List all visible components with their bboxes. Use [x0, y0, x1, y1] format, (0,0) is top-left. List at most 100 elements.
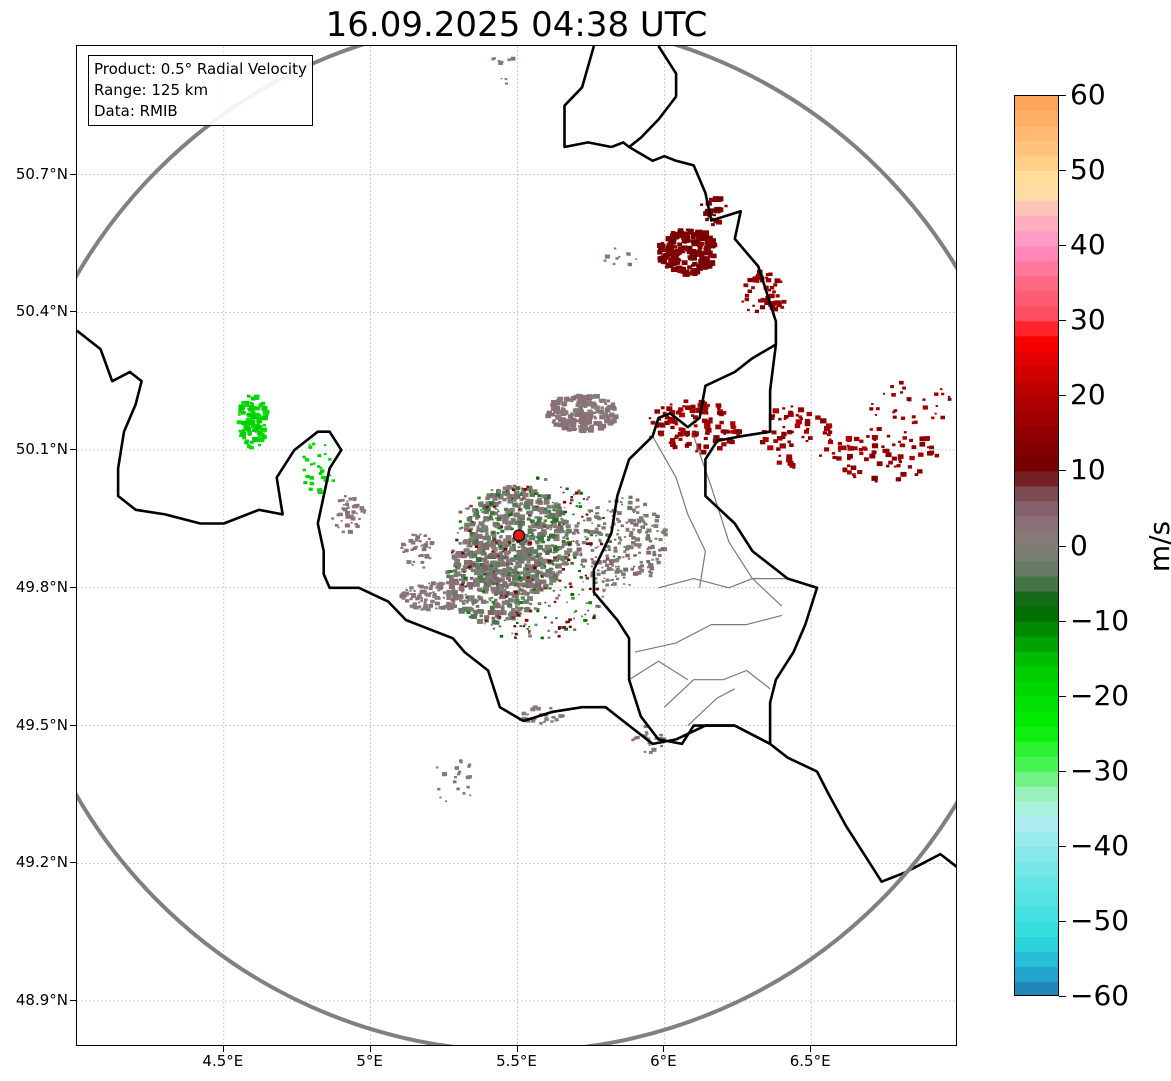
radar-echo-pixel: [660, 734, 664, 736]
lon-tick-label: 5°E: [356, 1052, 383, 1070]
radar-echo-pixel: [552, 551, 556, 554]
radar-echo-pixel: [606, 567, 612, 571]
radar-echo-pixel: [527, 525, 532, 529]
radar-echo-pixel: [900, 471, 907, 477]
radar-echo-pixel: [762, 437, 769, 442]
lat-tick-mark: [70, 173, 76, 175]
radar-echo-pixel: [553, 405, 561, 411]
radar-echo-pixel: [515, 522, 519, 525]
radar-echo-pixel: [432, 591, 435, 594]
radar-echo-pixel: [247, 444, 252, 449]
radar-echo-pixel: [317, 488, 323, 493]
radar-echo-pixel: [419, 533, 422, 536]
radar-echo-pixel: [651, 558, 654, 561]
radar-echo-pixel: [465, 775, 471, 780]
radar-echo-pixel: [850, 465, 857, 471]
radar-echo-pixel: [820, 418, 827, 424]
radar-echo-pixel: [558, 714, 564, 718]
radar-echo-pixel: [418, 554, 422, 557]
radar-echo-pixel: [686, 441, 690, 445]
radar-echo-pixel: [257, 433, 260, 436]
radar-echo-pixel: [452, 570, 455, 573]
radar-echo-pixel: [500, 77, 503, 80]
radar-echo-pixel: [847, 444, 850, 447]
radar-echo-pixel: [888, 460, 893, 465]
product-info-box: Product: 0.5° Radial Velocity Range: 125…: [88, 55, 313, 126]
colorbar-tick-mark: [1059, 920, 1066, 922]
radar-echo-pixel: [620, 501, 623, 504]
radar-echo-pixel: [515, 593, 518, 596]
radar-echo-pixel: [617, 519, 621, 523]
radar-echo-pixel: [402, 591, 405, 594]
radar-echo-pixel: [510, 563, 514, 566]
radar-echo-pixel: [465, 599, 469, 602]
radar-map-svg[interactable]: [77, 46, 957, 1046]
radar-echo-pixel: [492, 611, 497, 616]
radar-echo-pixel: [532, 705, 538, 710]
radar-echo-pixel: [582, 581, 585, 583]
radar-echo-pixel: [342, 507, 348, 512]
radar-echo-pixel: [487, 507, 491, 510]
radar-echo-pixel: [531, 532, 535, 536]
radar-echo-pixel: [615, 517, 620, 521]
radar-echo-pixel: [469, 554, 475, 559]
radar-echo-pixel: [703, 250, 710, 256]
radar-echo-pixel: [435, 607, 438, 610]
radar-echo-pixel: [669, 403, 673, 406]
radar-echo-pixel: [238, 408, 244, 414]
radar-echo-pixel: [897, 454, 904, 459]
radar-map-area[interactable]: [76, 45, 957, 1046]
radar-echo-pixel: [590, 565, 594, 568]
radar-echo-pixel: [496, 554, 500, 558]
radar-echo-pixel: [481, 525, 484, 528]
radar-echo-pixel: [484, 619, 488, 622]
radar-echo-pixel: [528, 580, 531, 583]
radar-echo-pixel: [767, 445, 774, 451]
radar-echo-pixel: [584, 613, 587, 616]
radar-echo-pixel: [402, 550, 406, 553]
radar-echo-pixel: [654, 537, 658, 540]
radar-echo-pixel: [483, 516, 489, 520]
radar-echo-pixel: [871, 443, 879, 449]
radar-echo-pixel: [435, 766, 439, 769]
colorbar-tick-mark: [1059, 770, 1066, 772]
radar-echo-pixel: [492, 501, 499, 508]
radar-echo-pixel: [551, 420, 556, 424]
radar-echo-pixel: [427, 537, 431, 541]
colorbar-segment: [1015, 441, 1058, 457]
radar-echo-pixel: [873, 438, 877, 441]
radar-echo-pixel: [455, 565, 461, 570]
radar-echo-pixel: [494, 517, 498, 520]
radar-echo-pixel: [741, 300, 744, 303]
radar-echo-pixel: [695, 253, 701, 257]
radar-echo-pixel: [523, 607, 531, 613]
radar-echo-pixel: [304, 458, 310, 462]
radar-echo-pixel: [494, 603, 501, 609]
radar-echo-pixel: [475, 550, 481, 555]
radar-echo-pixel: [556, 526, 561, 531]
radar-echo-pixel: [613, 538, 617, 541]
radar-echo-pixel: [622, 556, 625, 559]
radar-echo-pixel: [492, 556, 496, 560]
radar-echo-pixel: [328, 458, 332, 461]
radar-echo-pixel: [610, 583, 614, 586]
radar-echo-pixel: [560, 714, 565, 718]
radar-echo-pixel: [340, 520, 343, 522]
radar-echo-pixel: [526, 555, 532, 560]
radar-echo-pixel: [882, 392, 886, 395]
radar-echo-pixel: [885, 452, 892, 458]
colorbar-tick-mark: [1059, 470, 1066, 472]
radar-echo-pixel: [876, 461, 883, 467]
state-border-line: [652, 436, 706, 588]
colorbar-segment: [1015, 606, 1058, 623]
radar-echo-pixel: [683, 399, 689, 404]
radar-echo-pixel: [703, 436, 708, 441]
radar-echo-pixel: [622, 576, 626, 579]
radar-echo-pixel: [485, 532, 489, 536]
radar-echo-pixel: [665, 236, 673, 242]
radar-echo-pixel: [585, 498, 589, 501]
radar-echo-pixel: [499, 634, 504, 638]
radar-echo-pixel: [477, 608, 483, 614]
radar-echo-pixel: [353, 498, 357, 502]
radar-echo-pixel: [822, 431, 827, 435]
